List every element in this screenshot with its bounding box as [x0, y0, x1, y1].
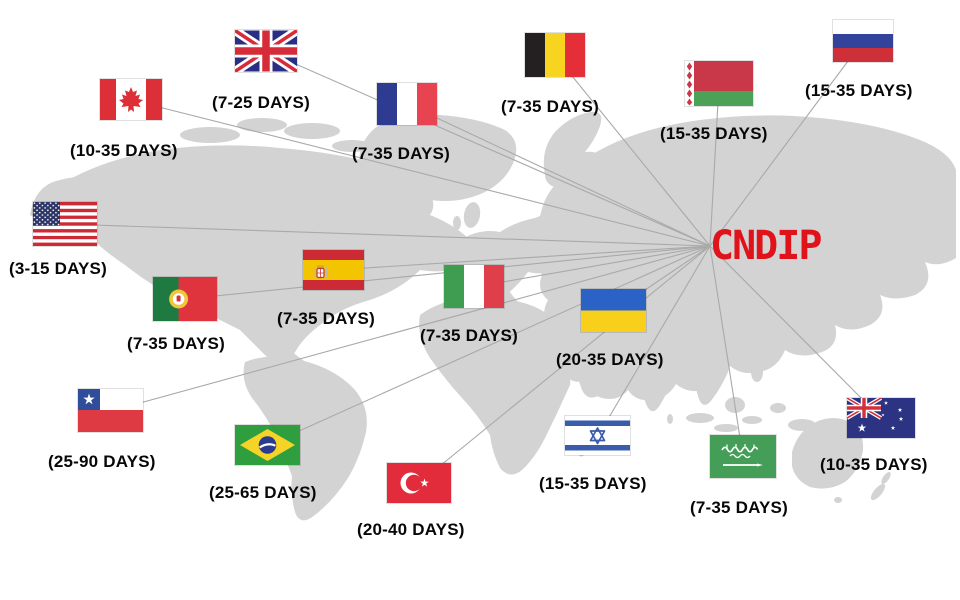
connector-belarus [709, 83, 720, 247]
flag-france [377, 83, 437, 125]
connector-israel [597, 245, 711, 437]
connector-brazil [267, 245, 711, 446]
shipping-days-france: (7-35 DAYS) [352, 144, 450, 163]
connector-australia [709, 245, 882, 419]
connector-lines [64, 40, 882, 484]
connector-belgium [554, 54, 711, 247]
shipping-days-israel: (15-35 DAYS) [539, 474, 647, 493]
continent-south-america [243, 356, 367, 521]
shipping-days-belarus: (15-35 DAYS) [660, 124, 768, 143]
connector-uk [265, 50, 711, 247]
continent-australia [792, 417, 864, 489]
connector-france [406, 103, 711, 247]
connector-turkey [418, 245, 711, 484]
shipping-days-brazil: (25-65 DAYS) [209, 483, 317, 502]
flag-brazil [235, 425, 300, 465]
shipping-days-australia: (10-35 DAYS) [820, 455, 928, 474]
flag-portugal [153, 277, 217, 321]
shipping-days-italy: (7-35 DAYS) [420, 326, 518, 345]
shipping-days-turkey: (20-40 DAYS) [357, 520, 465, 539]
cndip-brand-label: CNDIP [710, 223, 822, 269]
flag-belgium [525, 33, 585, 77]
connector-spain [333, 245, 711, 271]
shipping-days-spain: (7-35 DAYS) [277, 309, 375, 328]
connector-italy [473, 245, 711, 288]
shipping-days-canada: (10-35 DAYS) [70, 141, 178, 160]
connector-usa [64, 223, 711, 247]
connector-canada [130, 99, 711, 247]
continent-north-america [60, 145, 475, 367]
shipping-days-usa: (3-15 DAYS) [9, 259, 107, 278]
flag-chile [78, 389, 143, 432]
flag-turkey [387, 463, 451, 503]
connector-russia [709, 40, 864, 247]
shipping-days-chile: (25-90 DAYS) [48, 452, 156, 471]
flag-israel [565, 416, 630, 455]
connector-saudi-arabia [709, 245, 744, 458]
continent-greenland [359, 114, 517, 201]
shipping-days-ukraine: (20-35 DAYS) [556, 350, 664, 369]
shipping-days-russia: (15-35 DAYS) [805, 81, 913, 100]
shipping-days-uk: (7-25 DAYS) [212, 93, 310, 112]
flag-italy [444, 265, 504, 308]
flag-ukraine [581, 289, 646, 332]
shipping-days-belgium: (7-35 DAYS) [501, 97, 599, 116]
connector-chile [110, 245, 711, 412]
flag-spain [303, 250, 364, 290]
flag-saudi-arabia [710, 435, 776, 478]
flag-united-kingdom [235, 30, 297, 72]
flag-united-states [33, 202, 97, 246]
flag-australia [847, 398, 915, 438]
shipping-days-portugal: (7-35 DAYS) [127, 334, 225, 353]
flag-russia [833, 20, 893, 62]
flag-canada [100, 79, 162, 120]
continent-africa [419, 297, 571, 475]
shipping-days-saudi-arabia: (7-35 DAYS) [690, 498, 788, 517]
flag-belarus [685, 61, 753, 106]
